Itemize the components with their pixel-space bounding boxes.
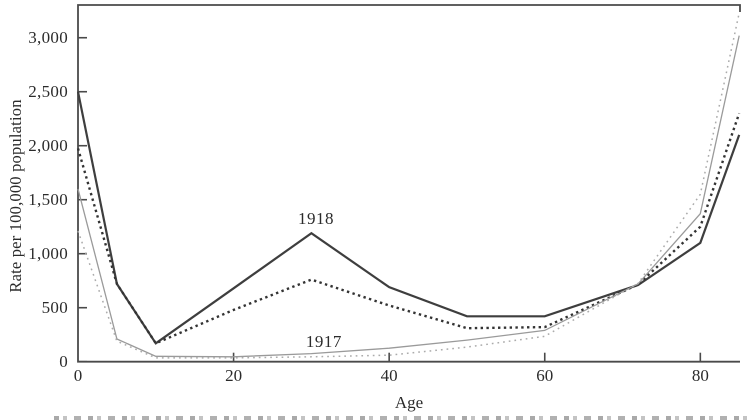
series-1918-dotted-dark [76, 112, 741, 345]
x-tick-label: 0 [73, 366, 83, 385]
y-tick-label: 2,500 [28, 81, 68, 101]
y-tick-label: 500 [41, 297, 68, 317]
curve-label-1917: 1917 [305, 331, 342, 351]
y-tick-label: 1,500 [28, 189, 68, 209]
curve-label-1918: 1918 [298, 208, 335, 228]
y-tick-label: 2,000 [28, 135, 68, 155]
series-1918-solid-dark [76, 91, 741, 345]
x-axis-title: Age [394, 393, 424, 412]
y-tick-label: 3,000 [28, 27, 68, 47]
y-tick-label: 1,000 [28, 243, 68, 263]
x-tick-label: 60 [536, 366, 554, 385]
series-1917-dotted-gray [77, 12, 740, 359]
axes-frame [77, 4, 741, 363]
x-tick-label: 80 [691, 366, 709, 385]
y-tick-label: 0 [59, 351, 68, 371]
x-tick-label: 40 [380, 366, 398, 385]
series-1917-solid-gray [77, 35, 740, 358]
cropped-caption-artifact [54, 416, 750, 420]
x-tick-label: 20 [225, 366, 243, 385]
